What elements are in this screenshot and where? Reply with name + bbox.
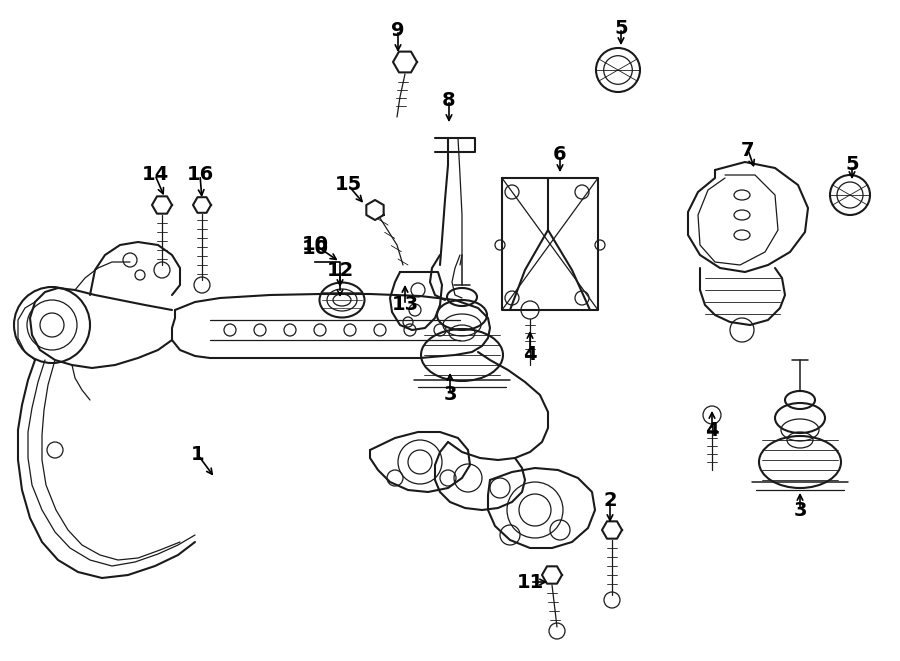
Text: 11: 11 bbox=[517, 572, 544, 592]
Text: 3: 3 bbox=[793, 500, 806, 520]
Text: 2: 2 bbox=[603, 490, 616, 510]
Text: 7: 7 bbox=[742, 141, 755, 159]
Text: 5: 5 bbox=[614, 19, 628, 38]
Text: 1: 1 bbox=[191, 446, 205, 465]
Text: 10: 10 bbox=[302, 239, 328, 258]
Text: 16: 16 bbox=[186, 165, 213, 184]
Text: 4: 4 bbox=[523, 346, 536, 364]
Text: 3: 3 bbox=[443, 385, 456, 405]
Text: 10: 10 bbox=[302, 235, 328, 254]
Text: 4: 4 bbox=[706, 420, 719, 440]
Text: 8: 8 bbox=[442, 91, 455, 110]
Text: 5: 5 bbox=[845, 155, 859, 175]
Text: 6: 6 bbox=[554, 145, 567, 165]
Text: 12: 12 bbox=[327, 260, 354, 280]
Text: 9: 9 bbox=[392, 20, 405, 40]
Text: 13: 13 bbox=[392, 295, 418, 315]
Text: 15: 15 bbox=[335, 176, 362, 194]
Text: 14: 14 bbox=[141, 165, 168, 184]
